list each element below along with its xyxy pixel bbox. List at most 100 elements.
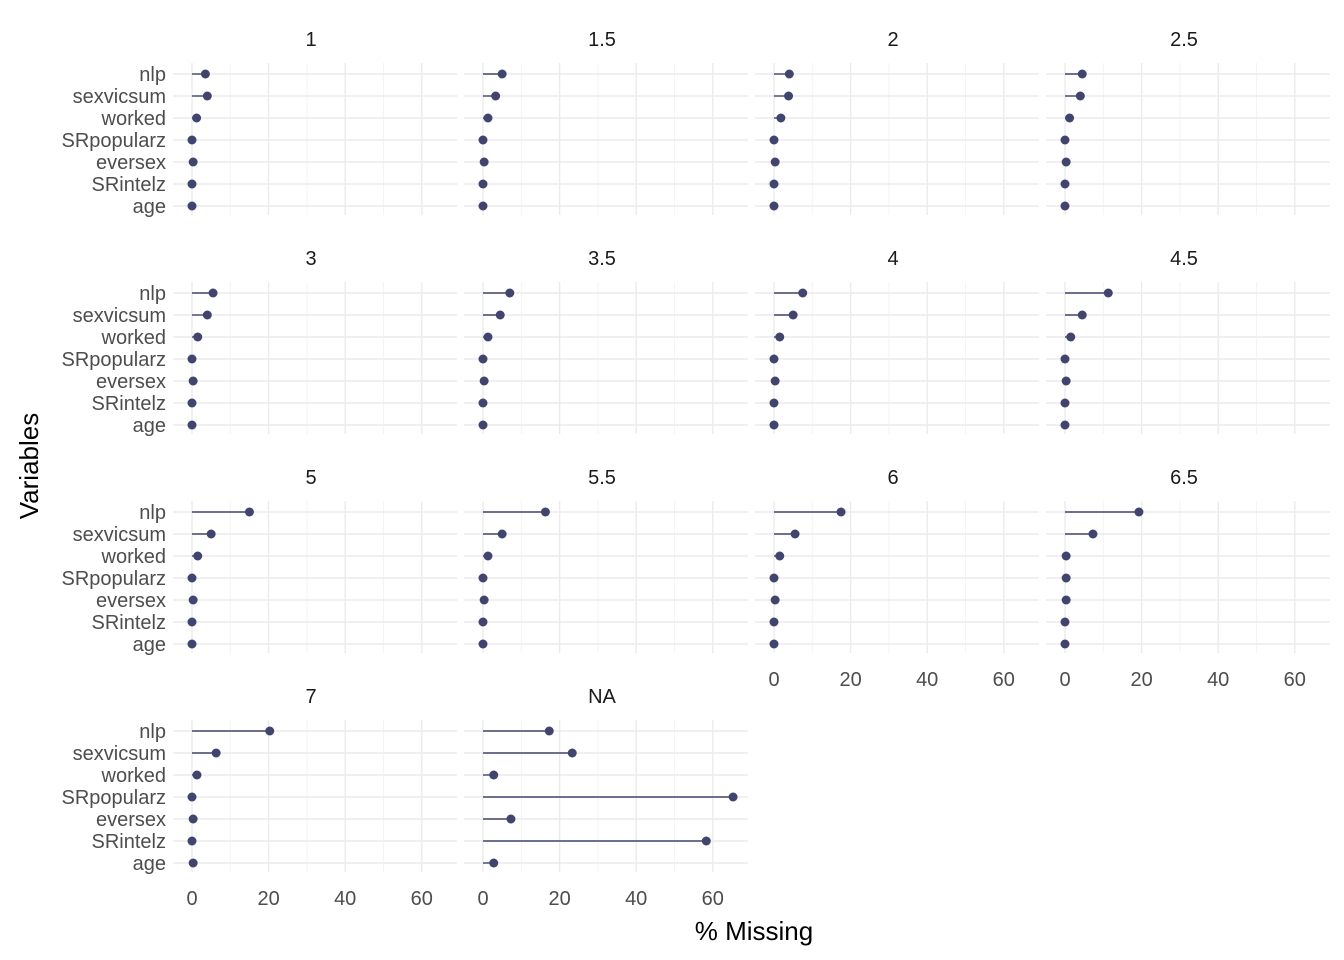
y-tick-label: age bbox=[133, 196, 166, 218]
lollipop-point bbox=[478, 398, 488, 408]
lollipop-point bbox=[769, 398, 779, 408]
lollipop-point bbox=[202, 310, 212, 320]
lollipop-point bbox=[1060, 420, 1070, 430]
lollipop-point bbox=[1134, 507, 1144, 517]
lollipop-point bbox=[479, 595, 489, 605]
lollipop-point bbox=[478, 179, 488, 189]
y-tick-label: SRintelz bbox=[92, 612, 166, 634]
y-tick-label: age bbox=[133, 853, 166, 875]
x-tick-label: 40 bbox=[625, 888, 647, 910]
lollipop-point bbox=[478, 354, 488, 364]
lollipop-point bbox=[769, 179, 779, 189]
facet-strip-label: 4.5 bbox=[1170, 248, 1198, 270]
lollipop-point bbox=[244, 507, 254, 517]
y-tick-label: SRpopularz bbox=[61, 568, 166, 590]
lollipop-point bbox=[1061, 573, 1071, 583]
lollipop-point bbox=[208, 288, 218, 298]
lollipop-point bbox=[769, 201, 779, 211]
y-tick-label: eversex bbox=[96, 371, 166, 393]
lollipop-point bbox=[1060, 639, 1070, 649]
lollipop-point bbox=[784, 69, 794, 79]
facet-panel-1.5: 1.5 bbox=[464, 29, 748, 215]
facet-strip-label: 1.5 bbox=[588, 29, 616, 51]
lollipop-point bbox=[1077, 310, 1087, 320]
x-tick-label: 40 bbox=[334, 888, 356, 910]
facet-strip-label: 6 bbox=[887, 467, 898, 489]
x-tick-label: 20 bbox=[257, 888, 279, 910]
y-tick-label: sexvicsum bbox=[73, 743, 166, 765]
lollipop-point bbox=[769, 420, 779, 430]
lollipop-point bbox=[193, 332, 203, 342]
lollipop-point bbox=[497, 69, 507, 79]
lollipop-point bbox=[187, 398, 197, 408]
lollipop-point bbox=[769, 135, 779, 145]
lollipop-point bbox=[187, 179, 197, 189]
lollipop-point bbox=[1060, 354, 1070, 364]
y-tick-label: worked bbox=[101, 327, 166, 349]
y-axis-title: Variables bbox=[14, 413, 44, 519]
lollipop-point bbox=[483, 332, 493, 342]
x-tick-label: 60 bbox=[702, 888, 724, 910]
lollipop-point bbox=[770, 157, 780, 167]
y-tick-label: nlp bbox=[139, 721, 166, 743]
y-tick-label: sexvicsum bbox=[73, 524, 166, 546]
x-tick-label: 0 bbox=[768, 669, 779, 691]
facet-panel-4: 4 bbox=[755, 248, 1039, 434]
lollipop-point bbox=[769, 354, 779, 364]
lollipop-point bbox=[187, 201, 197, 211]
lollipop-point bbox=[478, 617, 488, 627]
lollipop-point bbox=[187, 573, 197, 583]
lollipop-point bbox=[188, 858, 198, 868]
lollipop-point bbox=[1060, 398, 1070, 408]
lollipop-point bbox=[491, 91, 501, 101]
lollipop-point bbox=[1061, 595, 1071, 605]
lollipop-point bbox=[206, 529, 216, 539]
facet-panels: 1nlpsexvicsumworkedSRpopularzeversexSRin… bbox=[61, 29, 1330, 910]
lollipop-point bbox=[478, 639, 488, 649]
facet-strip-label: 3 bbox=[305, 248, 316, 270]
lollipop-point bbox=[478, 573, 488, 583]
facet-strip-label: NA bbox=[588, 686, 616, 708]
facet-panel-3: 3 nlpsexvicsumworkedSRpopularzeversexSRin… bbox=[61, 248, 457, 437]
lollipop-point bbox=[188, 595, 198, 605]
facet-strip-label: 6.5 bbox=[1170, 467, 1198, 489]
lollipop-point bbox=[1060, 135, 1070, 145]
x-tick-label: 0 bbox=[186, 888, 197, 910]
lollipop-point bbox=[1077, 69, 1087, 79]
lollipop-point bbox=[265, 726, 275, 736]
lollipop-point bbox=[770, 376, 780, 386]
y-tick-label: SRintelz bbox=[92, 174, 166, 196]
y-tick-label: SRpopularz bbox=[61, 130, 166, 152]
x-tick-label: 20 bbox=[1130, 669, 1152, 691]
x-tick-label: 40 bbox=[916, 669, 938, 691]
facet-strip-label: 5.5 bbox=[588, 467, 616, 489]
y-tick-label: SRpopularz bbox=[61, 349, 166, 371]
facet-panel-4.5: 4.5 bbox=[1046, 248, 1330, 434]
facet-panel-NA: NA 0 20 40 60 bbox=[464, 686, 748, 910]
y-tick-label: nlp bbox=[139, 64, 166, 86]
facet-strip-label: 3.5 bbox=[588, 248, 616, 270]
lollipop-point bbox=[775, 551, 785, 561]
lollipop-point bbox=[1060, 179, 1070, 189]
lollipop-point bbox=[193, 551, 203, 561]
y-tick-label: nlp bbox=[139, 283, 166, 305]
lollipop-point bbox=[478, 135, 488, 145]
lollipop-point bbox=[483, 551, 493, 561]
lollipop-point bbox=[187, 354, 197, 364]
lollipop-point bbox=[202, 91, 212, 101]
facet-strip-label: 4 bbox=[887, 248, 898, 270]
lollipop-point bbox=[506, 814, 516, 824]
facet-strip-label: 1 bbox=[305, 29, 316, 51]
lollipop-point bbox=[187, 420, 197, 430]
y-tick-label: age bbox=[133, 415, 166, 437]
x-tick-label: 20 bbox=[548, 888, 570, 910]
lollipop-point bbox=[1066, 332, 1076, 342]
lollipop-point bbox=[769, 573, 779, 583]
lollipop-point bbox=[770, 595, 780, 605]
lollipop-point bbox=[836, 507, 846, 517]
facet-panel-2: 2 bbox=[755, 29, 1039, 215]
facet-panel-5: 5 nlpsexvicsumworkedSRpopularzeversexSRin… bbox=[61, 467, 457, 656]
x-tick-label: 60 bbox=[411, 888, 433, 910]
x-tick-label: 0 bbox=[477, 888, 488, 910]
